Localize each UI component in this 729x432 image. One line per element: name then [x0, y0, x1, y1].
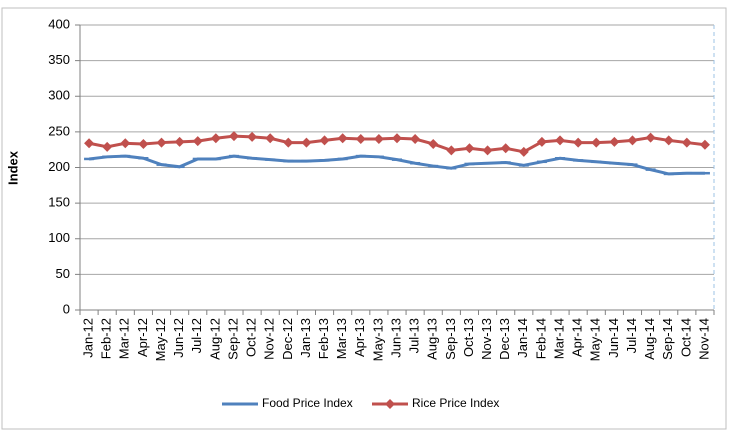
data-point	[573, 137, 584, 148]
data-point	[138, 138, 149, 149]
x-tick-label: Mar-13	[334, 318, 349, 359]
x-tick-label: May-13	[370, 318, 385, 361]
data-point	[210, 133, 221, 144]
data-point	[627, 135, 638, 146]
x-tick-label: May-12	[153, 318, 168, 361]
data-point	[174, 136, 185, 147]
data-point	[555, 135, 566, 146]
data-point	[265, 133, 276, 144]
x-tick-label: Nov-13	[479, 318, 494, 360]
x-tick-label: Mar-14	[551, 318, 566, 359]
data-point	[464, 143, 475, 154]
x-tick-label: Sep-12	[225, 318, 240, 360]
x-tick-label: Feb-14	[533, 318, 548, 359]
data-point	[102, 141, 113, 152]
x-tick-label: Apr-12	[135, 318, 150, 357]
x-tick-label: Apr-14	[570, 318, 585, 357]
y-tick-label: 250	[48, 123, 70, 138]
data-point	[301, 137, 312, 148]
data-point	[410, 134, 421, 144]
data-point	[319, 135, 330, 146]
x-tick-label: Mar-12	[117, 318, 132, 359]
x-tick-label: Dec-13	[497, 318, 512, 360]
x-tick-label: Jan-14	[515, 318, 530, 358]
data-point	[120, 138, 131, 149]
data-point	[609, 136, 620, 147]
x-tick-label: Aug-12	[207, 318, 222, 360]
data-point	[591, 137, 602, 148]
data-point	[355, 134, 366, 144]
data-point	[645, 132, 656, 143]
data-point	[392, 133, 402, 144]
y-tick-label: 200	[48, 159, 70, 174]
data-point	[84, 138, 95, 149]
x-tick-label: Sep-14	[660, 318, 675, 360]
data-point	[247, 131, 258, 142]
x-tick-label: Sep-13	[443, 318, 458, 360]
y-tick-label: 400	[48, 16, 70, 31]
data-point	[373, 134, 384, 144]
x-tick-label: Jan-13	[298, 318, 313, 358]
data-point	[681, 137, 692, 148]
legend-label: Rice Price Index	[412, 396, 499, 410]
x-tick-label: Nov-12	[262, 318, 277, 360]
data-point	[156, 137, 167, 148]
x-tick-label: Oct-12	[244, 318, 259, 357]
x-tick-label: May-14	[588, 318, 603, 361]
legend-marker	[385, 399, 395, 409]
y-tick-label: 50	[56, 266, 70, 281]
data-point	[446, 145, 457, 156]
y-tick-label: 150	[48, 195, 70, 210]
chart-border	[1, 7, 727, 430]
data-point	[482, 145, 493, 156]
y-tick-label: 350	[48, 52, 70, 67]
data-point	[337, 133, 348, 144]
x-tick-label: Dec-12	[280, 318, 295, 360]
data-point	[192, 136, 203, 147]
x-tick-label: Jun-14	[606, 318, 621, 358]
legend-label: Food Price Index	[262, 396, 353, 410]
data-point	[228, 131, 239, 142]
data-point	[536, 136, 547, 147]
data-point	[500, 143, 511, 154]
y-tick-label: 300	[48, 88, 70, 103]
x-tick-label: Jul-14	[624, 318, 639, 353]
x-tick-label: Oct-14	[678, 318, 693, 357]
x-tick-label: Jun-13	[388, 318, 403, 358]
data-point	[518, 146, 529, 157]
x-tick-label: Apr-13	[352, 318, 367, 357]
y-tick-label: 100	[48, 230, 70, 245]
x-tick-label: Jan-12	[80, 318, 95, 358]
x-tick-label: Jul-12	[189, 318, 204, 353]
x-tick-label: Feb-12	[99, 318, 114, 359]
x-tick-label: Nov-14	[696, 318, 711, 360]
data-point	[283, 137, 294, 148]
y-tick-label: 0	[63, 301, 70, 316]
x-tick-label: Feb-13	[316, 318, 331, 359]
x-tick-label: Jul-13	[407, 318, 422, 353]
x-tick-label: Oct-13	[461, 318, 476, 357]
x-tick-label: Aug-14	[642, 318, 657, 360]
data-point	[663, 135, 674, 146]
data-point	[699, 139, 710, 150]
x-tick-label: Aug-13	[425, 318, 440, 360]
x-tick-label: Jun-12	[171, 318, 186, 358]
data-point	[428, 138, 439, 149]
y-axis-label: Index	[5, 150, 20, 185]
